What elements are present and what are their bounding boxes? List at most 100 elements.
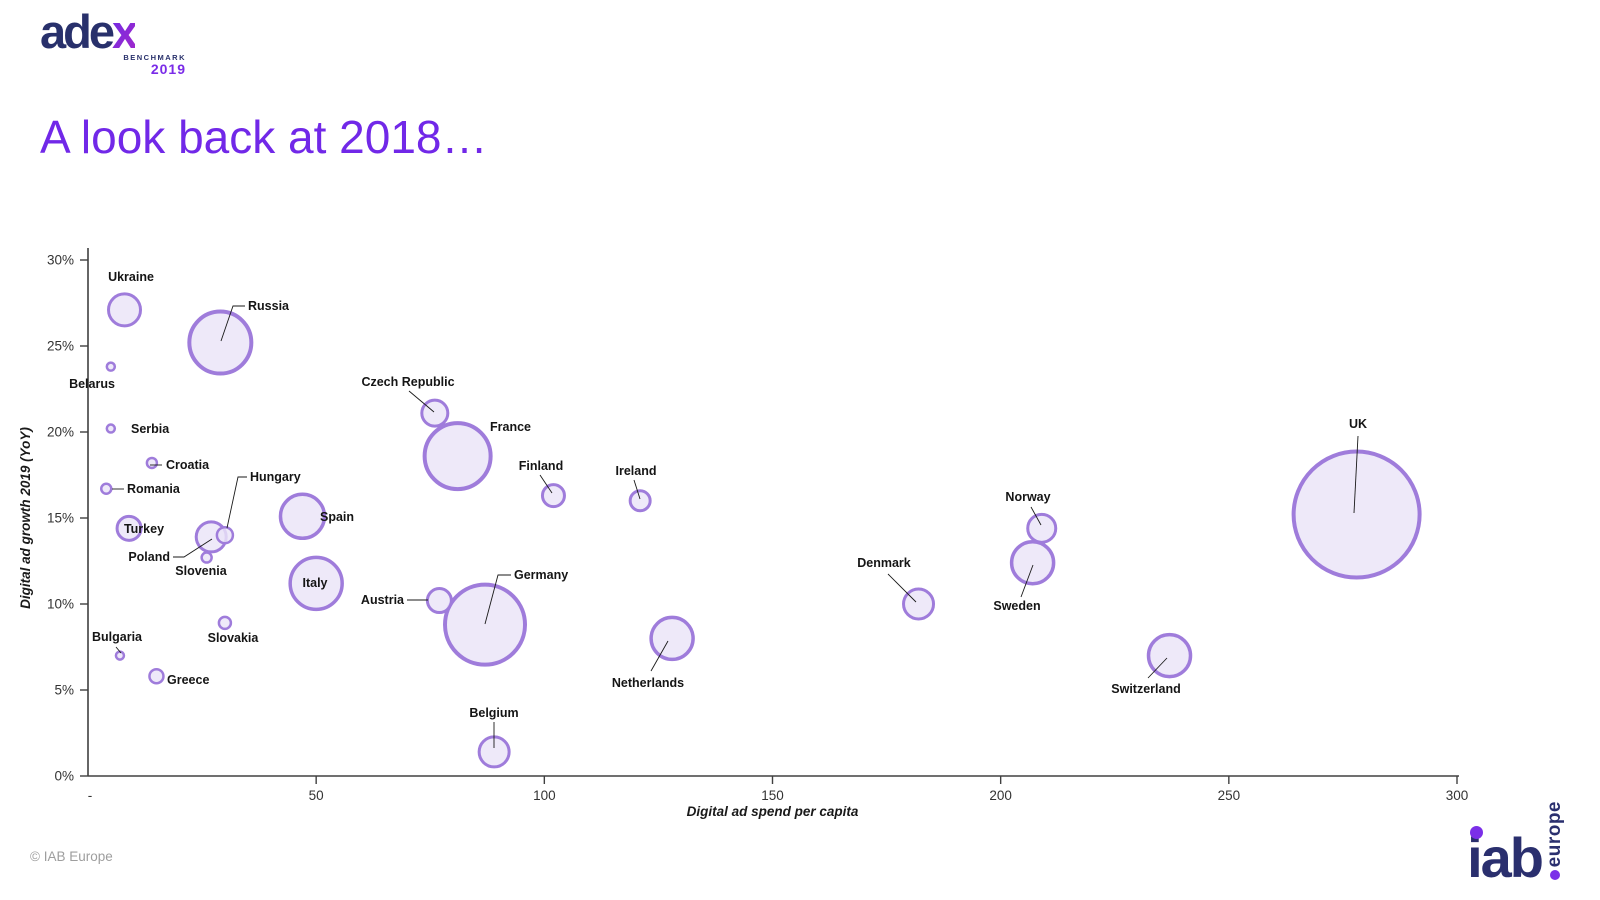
bubble-hungary bbox=[215, 525, 235, 545]
country-label-poland: Poland bbox=[128, 550, 170, 564]
bubble-ireland bbox=[628, 489, 652, 513]
country-label-austria: Austria bbox=[361, 593, 405, 607]
country-label-belarus: Belarus bbox=[69, 377, 115, 391]
bubble-romania bbox=[100, 482, 113, 496]
country-label-slovenia: Slovenia bbox=[175, 564, 227, 578]
iab-logo-europe-text: europe bbox=[1544, 800, 1565, 867]
country-label-finland: Finland bbox=[519, 459, 563, 473]
adex-logo-year: 2019 bbox=[150, 61, 186, 77]
leader-czech-republic bbox=[408, 390, 435, 413]
bubble-germany bbox=[443, 582, 528, 667]
y-tick-label-30: 30% bbox=[47, 253, 74, 268]
y-tick-label-10: 10% bbox=[47, 597, 74, 612]
y-tick-label-0: 0% bbox=[54, 769, 74, 784]
country-label-uk: UK bbox=[1349, 417, 1367, 431]
country-label-france: France bbox=[490, 420, 531, 434]
country-label-italy: Italy bbox=[302, 576, 327, 590]
y-tick-label-25: 25% bbox=[47, 339, 74, 354]
country-label-czech-republic: Czech Republic bbox=[361, 375, 454, 389]
iab-logo-period-dot-icon bbox=[1549, 870, 1560, 880]
bubble-sweden bbox=[1009, 539, 1056, 586]
bubble-slovenia bbox=[200, 551, 213, 564]
country-label-romania: Romania bbox=[127, 482, 181, 496]
country-label-hungary: Hungary bbox=[250, 470, 301, 484]
x-tick-label-300: 300 bbox=[1446, 788, 1469, 803]
bubble-croatia bbox=[145, 456, 159, 470]
country-label-belgium: Belgium bbox=[469, 706, 518, 720]
leader-hungary bbox=[226, 476, 247, 529]
x-axis-title: Digital ad spend per capita bbox=[687, 804, 859, 819]
bubble-spain bbox=[278, 492, 327, 541]
bubble-greece bbox=[148, 667, 165, 685]
leader-poland bbox=[173, 538, 213, 558]
bubble-belarus bbox=[105, 361, 117, 372]
leader-switzerland bbox=[1147, 657, 1168, 679]
iab-logo-wordmark: iab bbox=[1467, 826, 1544, 886]
y-tick-label-20: 20% bbox=[47, 425, 74, 440]
bubble-italy bbox=[288, 555, 344, 612]
bubble-france bbox=[422, 421, 493, 492]
leader-ireland bbox=[633, 479, 641, 500]
country-label-norway: Norway bbox=[1005, 490, 1050, 504]
x-tick-label-200: 200 bbox=[989, 788, 1012, 803]
leader-norway bbox=[1030, 506, 1042, 526]
x-tick-label-50: 50 bbox=[309, 788, 324, 803]
country-label-sweden: Sweden bbox=[993, 599, 1040, 613]
country-label-denmark: Denmark bbox=[857, 556, 911, 570]
copyright-text: © IAB Europe bbox=[30, 849, 113, 864]
adex-logo-subtext: BENCHMARK 2019 bbox=[40, 53, 190, 76]
adex-logo: adex BENCHMARK 2019 bbox=[40, 8, 190, 76]
bubble-netherlands bbox=[649, 615, 695, 662]
adex-logo-benchmark: BENCHMARK bbox=[123, 53, 186, 62]
adex-logo-prefix: ade bbox=[40, 5, 115, 58]
country-label-ukraine: Ukraine bbox=[108, 270, 154, 284]
bubble-bulgaria bbox=[114, 650, 126, 661]
bubble-austria bbox=[425, 587, 453, 615]
leader-germany bbox=[484, 574, 511, 625]
leader-finland bbox=[539, 474, 553, 494]
bubble-czech-republic bbox=[420, 398, 450, 428]
iab-logo-europe-column: europe bbox=[1544, 800, 1565, 880]
country-label-germany: Germany bbox=[514, 568, 568, 582]
leader-sweden bbox=[1020, 564, 1034, 598]
x-tick-label-100: 100 bbox=[533, 788, 556, 803]
bubble-finland bbox=[540, 483, 566, 509]
x-tick-label-250: 250 bbox=[1218, 788, 1241, 803]
country-label-serbia: Serbia bbox=[131, 422, 170, 436]
country-label-greece: Greece bbox=[167, 673, 209, 687]
bubble-slovakia bbox=[217, 615, 233, 631]
country-label-ireland: Ireland bbox=[616, 464, 657, 478]
iab-europe-logo: iab europe bbox=[1467, 800, 1565, 886]
y-tick-label-5: 5% bbox=[54, 683, 74, 698]
leader-bulgaria bbox=[115, 646, 122, 654]
x-tick-label-0: - bbox=[88, 788, 93, 803]
adex-logo-x: x bbox=[112, 5, 138, 58]
leader-russia bbox=[220, 305, 245, 342]
country-label-turkey: Turkey bbox=[124, 522, 164, 536]
country-label-spain: Spain bbox=[320, 510, 354, 524]
y-tick-label-15: 15% bbox=[47, 511, 74, 526]
bubble-turkey bbox=[115, 514, 143, 542]
country-label-bulgaria: Bulgaria bbox=[92, 630, 143, 644]
bubble-russia bbox=[187, 309, 254, 376]
iab-logo-text: iab bbox=[1467, 826, 1544, 890]
bubble-serbia bbox=[105, 423, 117, 434]
leader-uk bbox=[1353, 435, 1359, 514]
country-label-croatia: Croatia bbox=[166, 458, 210, 472]
page-title: A look back at 2018… bbox=[40, 111, 488, 163]
country-label-switzerland: Switzerland bbox=[1111, 682, 1180, 696]
bubble-norway bbox=[1026, 512, 1058, 544]
country-label-slovakia: Slovakia bbox=[208, 631, 260, 645]
leader-netherlands bbox=[650, 640, 669, 672]
leader-denmark bbox=[887, 573, 917, 603]
bubble-uk bbox=[1291, 449, 1422, 580]
country-label-netherlands: Netherlands bbox=[612, 676, 684, 690]
y-axis-title: Digital ad growth 2019 (YoY) bbox=[18, 427, 33, 609]
iab-logo-i-dot-icon bbox=[1470, 826, 1484, 840]
country-label-russia: Russia bbox=[248, 299, 290, 313]
bubble-ukraine bbox=[107, 292, 143, 328]
adex-logo-wordmark: adex bbox=[40, 8, 190, 55]
x-tick-label-150: 150 bbox=[761, 788, 784, 803]
